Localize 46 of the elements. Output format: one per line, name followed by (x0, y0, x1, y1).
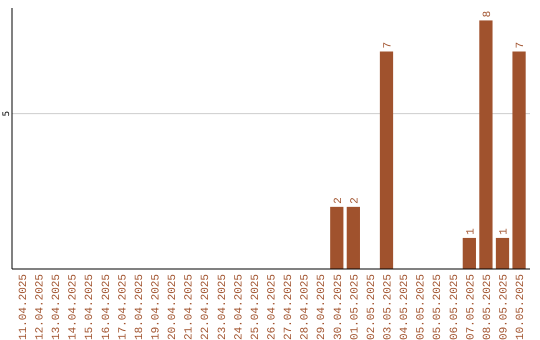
x-tick-label: 17.04.2025 (117, 274, 130, 340)
x-tick-label: 15.04.2025 (84, 274, 96, 340)
bar (380, 52, 394, 269)
data-label: 7 (515, 42, 528, 48)
x-tick-label: 02.05.2025 (366, 274, 378, 340)
x-tick-label: 22.04.2025 (200, 274, 212, 340)
x-tick-label: 05.05.2025 (432, 274, 444, 340)
bar (496, 238, 510, 269)
x-tick-label: 10.05.2025 (515, 274, 528, 340)
x-tick-label: 30.04.2025 (332, 274, 345, 340)
bar (479, 20, 493, 269)
x-tick-label: 04.05.2025 (399, 274, 412, 340)
x-tick-label: 29.04.2025 (316, 274, 328, 340)
x-tick-label: 28.04.2025 (300, 274, 312, 340)
bar (330, 206, 344, 269)
bar (346, 206, 360, 269)
x-tick-label: 08.05.2025 (482, 274, 494, 340)
x-tick-label: 19.04.2025 (150, 274, 163, 340)
bar (462, 238, 476, 269)
x-tick-label: 21.04.2025 (184, 274, 196, 340)
bar (512, 52, 526, 269)
data-label: 2 (349, 197, 362, 204)
x-tick-label: 23.04.2025 (216, 274, 229, 340)
x-tick-label: 11.04.2025 (18, 274, 30, 340)
x-tick-label: 18.04.2025 (134, 274, 146, 340)
x-tick-label: 27.04.2025 (283, 274, 296, 340)
x-tick-label: 06.05.2025 (448, 274, 461, 340)
x-tick-label: 12.04.2025 (34, 274, 47, 340)
x-tick-label: 03.05.2025 (382, 274, 394, 340)
x-tick-label: 20.04.2025 (167, 274, 180, 340)
x-tick-label: 24.04.2025 (233, 274, 246, 340)
y-tick-label: 5 (2, 110, 12, 117)
x-tick-label: 14.04.2025 (68, 274, 80, 340)
x-tick-label: 13.04.2025 (51, 274, 64, 340)
x-tick-label: 07.05.2025 (465, 274, 478, 340)
data-label: 1 (465, 228, 478, 235)
x-tick-label: 05.05.2025 (416, 274, 428, 340)
data-label: 8 (482, 10, 494, 18)
x-tick-label: 01.05.2025 (349, 274, 362, 340)
x-tick-label: 25.04.2025 (250, 274, 262, 340)
data-label: 1 (498, 228, 510, 235)
data-label: 7 (382, 42, 394, 48)
data-label: 2 (332, 197, 345, 204)
x-tick-label: 26.04.2025 (266, 274, 278, 340)
x-tick-label: 09.05.2025 (498, 274, 510, 340)
x-tick-label: 16.04.2025 (100, 274, 113, 340)
